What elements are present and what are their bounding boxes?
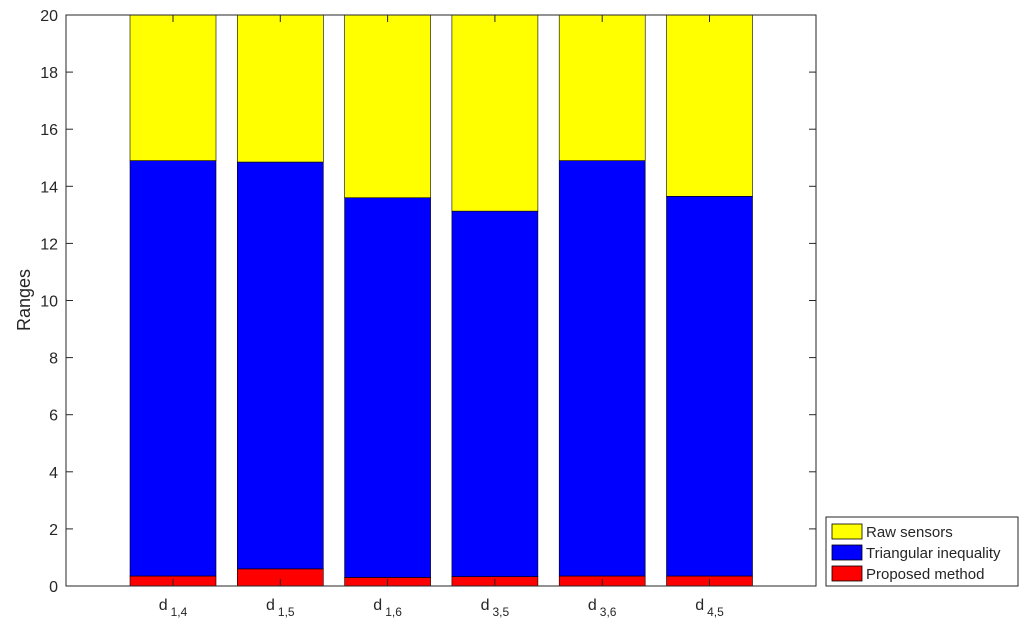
x-tick-label: d 1,6	[373, 597, 402, 619]
y-tick-label: 20	[40, 8, 58, 25]
y-tick-label: 16	[40, 122, 58, 139]
legend-label: Proposed method	[866, 566, 984, 583]
x-tick-label: d 1,5	[266, 597, 295, 619]
y-tick-label: 6	[49, 408, 58, 425]
x-axis: d 1,4 d 1,5 d 1,6 d 3,5 d 3,6 d 4,5	[159, 15, 724, 619]
x-tick-label: d 4,5	[695, 597, 724, 619]
y-tick-label: 2	[49, 522, 58, 539]
y-tick-label: 14	[40, 179, 58, 196]
bar-raw-sensors-d1-6	[344, 14, 431, 199]
y-tick-label: 4	[49, 465, 58, 482]
legend: Raw sensors Triangular inequality Proposed…	[825, 516, 1019, 587]
bars-layer	[129, 14, 753, 587]
y-axis: 0 2 4 6 8 10 12 14 16 18 20	[40, 8, 816, 596]
bar-triangular-inequality-d3-5	[451, 210, 539, 577]
x-tick-label: d 3,5	[481, 597, 510, 619]
bar-raw-sensors-d4-5	[666, 14, 753, 197]
bar-raw-sensors-d1-4	[129, 14, 217, 161]
y-axis-label: Ranges	[14, 269, 34, 331]
legend-swatch-raw-sensors	[831, 523, 863, 540]
bar-triangular-inequality-d4-5	[666, 195, 753, 577]
bar-triangular-inequality-d1-4	[129, 160, 217, 577]
y-tick-label: 18	[40, 65, 58, 82]
y-tick-label: 8	[49, 351, 58, 368]
legend-label: Raw sensors	[866, 524, 953, 541]
y-tick-label: 10	[40, 294, 58, 311]
y-tick-label: 0	[49, 579, 58, 596]
bar-triangular-inequality-d1-5	[237, 161, 324, 570]
bar-triangular-inequality-d3-6	[558, 160, 646, 577]
legend-swatch-triangular-inequality	[831, 544, 863, 561]
legend-swatch-proposed-method	[831, 565, 863, 582]
y-tick-label: 12	[40, 236, 58, 253]
bar-raw-sensors-d1-5	[237, 14, 324, 163]
x-tick-label: d 3,6	[588, 597, 617, 619]
legend-label: Triangular inequality	[866, 545, 1001, 562]
bar-raw-sensors-d3-5	[451, 14, 539, 212]
x-tick-label: d 1,4	[159, 597, 188, 619]
bar-triangular-inequality-d1-6	[344, 197, 431, 578]
bar-raw-sensors-d3-6	[558, 14, 646, 161]
